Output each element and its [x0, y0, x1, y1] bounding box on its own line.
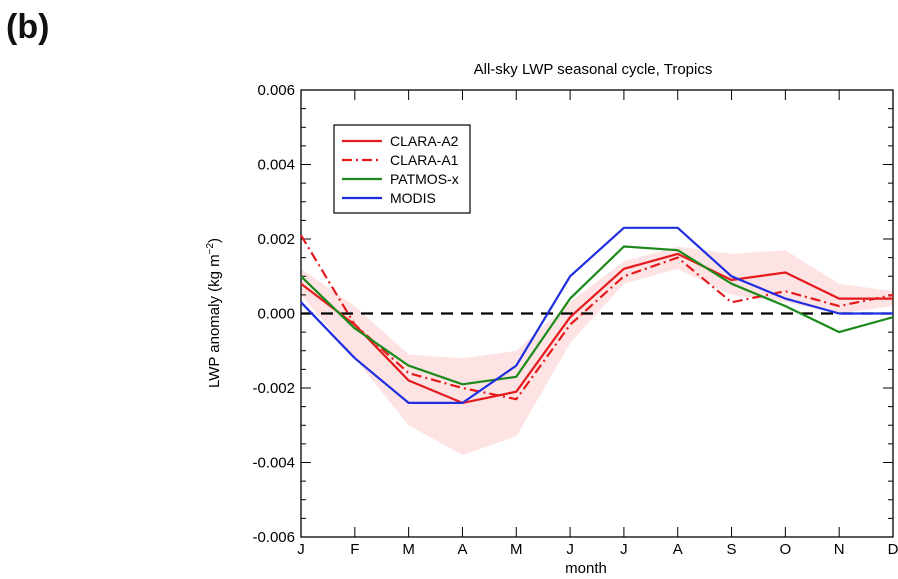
chart-title: All-sky LWP seasonal cycle, Tropics [474, 61, 713, 78]
series-line-clara-a2 [300, 252, 893, 404]
y-axis-label-close: ) [206, 238, 223, 243]
x-tick-label: N [834, 541, 845, 558]
y-tick-label: 0.006 [257, 82, 295, 99]
y-tick-label: 0.004 [257, 157, 295, 174]
x-tick-label: A [673, 541, 683, 558]
axes: -0.006 -0.004 -0.002 0.000 0.002 0.004 0.006 J F… [252, 82, 898, 558]
x-tick-label: M [510, 541, 523, 558]
y-tick-label: -0.004 [252, 455, 295, 472]
legend-label: MODIS [390, 190, 436, 206]
uncertainty-band [301, 246, 893, 456]
y-axis-label-exponent: −2 [205, 243, 216, 255]
y-tick-label: -0.002 [252, 380, 295, 397]
x-tick-label: J [620, 541, 628, 558]
x-tick-label: S [727, 541, 737, 558]
y-tick-label: -0.006 [252, 529, 295, 546]
x-tick-label: J [566, 541, 574, 558]
series-line-modis [300, 226, 893, 404]
x-tick-label: D [888, 541, 898, 558]
series-line-patmos-x [300, 245, 894, 386]
legend-label: CLARA-A1 [390, 152, 459, 168]
legend-label: PATMOS-x [390, 171, 459, 187]
legend: CLARA-A2 CLARA-A1 PATMOS-x MODIS [333, 124, 471, 214]
series-line-clara-a1 [300, 234, 894, 401]
uncertainty-band-area [301, 246, 893, 456]
series-lines [300, 226, 894, 404]
panel-label: (b) [6, 8, 50, 46]
y-tick-label: 0.002 [257, 231, 295, 248]
x-tick-label: O [780, 541, 792, 558]
x-tick-label: J [297, 541, 305, 558]
x-tick-label: M [402, 541, 415, 558]
y-axis-label: LWP anomaly (kg m−2) [205, 238, 223, 388]
x-tick-label: A [457, 541, 467, 558]
x-tick-label: F [350, 541, 359, 558]
y-tick-label: 0.000 [257, 306, 295, 323]
x-axis-label: month [565, 560, 607, 577]
legend-label: CLARA-A2 [390, 133, 459, 149]
y-axis-label-main: LWP anomaly (kg m [206, 254, 223, 388]
